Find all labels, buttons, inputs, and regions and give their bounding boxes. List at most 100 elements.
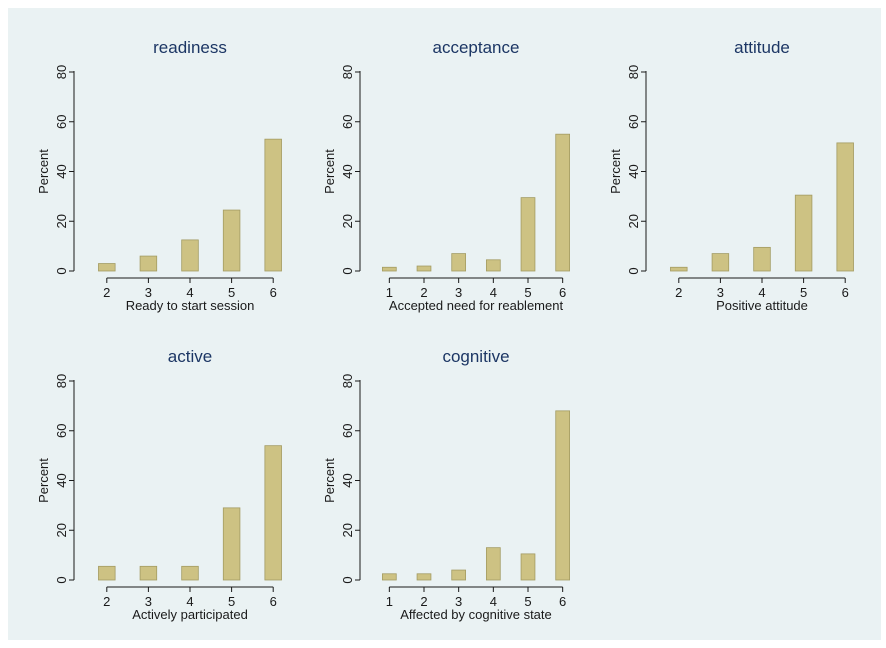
bar-4 [181, 565, 199, 581]
panel-title: active [168, 347, 212, 366]
bar-4 [753, 246, 771, 272]
x-tick-label: 5 [228, 285, 235, 300]
y-tick-label: 0 [54, 576, 69, 583]
bar-4 [485, 259, 501, 272]
x-tick-label: 3 [145, 285, 152, 300]
y-tick-label: 60 [626, 115, 641, 129]
x-tick-label: 6 [842, 285, 849, 300]
y-tick-label: 20 [54, 214, 69, 228]
bar-6 [836, 142, 854, 272]
x-axis-label: Affected by cognitive state [400, 607, 552, 622]
x-tick-label: 2 [675, 285, 682, 300]
x-tick-label: 4 [490, 285, 497, 300]
y-tick-label: 20 [340, 523, 355, 537]
panel-acceptance: acceptance 0 20 40 60 80 Percent 1 2 3 4 5 6Accepted… [322, 38, 571, 313]
x-tick-label: 3 [455, 594, 462, 609]
panel-cognitive: cognitive 0 20 40 60 80 Percent 1 2 3 4 5 6 Affected … [322, 347, 571, 622]
bar-5 [222, 507, 241, 581]
bar-4 [181, 239, 199, 272]
figure-background [8, 8, 881, 640]
x-tick-label: 3 [717, 285, 724, 300]
panel-title: attitude [734, 38, 790, 57]
bar-1 [381, 266, 397, 272]
bar-3 [139, 255, 158, 272]
bar-3 [451, 253, 467, 272]
x-tick-label: 3 [145, 594, 152, 609]
x-tick-label: 5 [800, 285, 807, 300]
bar-2 [670, 266, 688, 272]
panel-title: readiness [153, 38, 227, 57]
x-tick-label: 4 [490, 594, 497, 609]
x-tick-label: 6 [559, 594, 566, 609]
x-axis-label: Actively participated [132, 607, 248, 622]
x-tick-label: 4 [186, 594, 193, 609]
y-tick-label: 0 [626, 267, 641, 274]
y-tick-label: 40 [54, 164, 69, 178]
y-tick-label: 40 [626, 164, 641, 178]
x-axis-label: Accepted need for reablement [389, 298, 564, 313]
panel-title: acceptance [433, 38, 520, 57]
y-axis-label: Percent [36, 458, 51, 503]
y-tick-label: 40 [340, 164, 355, 178]
x-axis-label: Positive attitude [716, 298, 808, 313]
x-tick-label: 6 [270, 285, 277, 300]
bar-3 [451, 569, 467, 581]
y-tick-label: 20 [54, 523, 69, 537]
y-axis-label: Percent [608, 149, 623, 194]
x-tick-label: 1 [386, 285, 393, 300]
x-tick-label: 4 [758, 285, 765, 300]
x-tick-label: 2 [103, 594, 110, 609]
y-tick-label: 80 [626, 65, 641, 79]
y-tick-label: 80 [340, 374, 355, 388]
x-tick-label: 2 [420, 594, 427, 609]
x-tick-label: 2 [420, 285, 427, 300]
bar-3 [711, 253, 730, 272]
panel-attitude: attitude 0 20 40 60 80 Percent 2 3 4 5 6 Positive at… [608, 38, 854, 313]
x-tick-label: 2 [103, 285, 110, 300]
bar-5 [794, 194, 813, 272]
x-tick-label: 4 [186, 285, 193, 300]
y-axis-label: Percent [322, 458, 337, 503]
bar-5 [222, 209, 241, 272]
y-tick-label: 80 [340, 65, 355, 79]
bar-1 [381, 573, 397, 581]
x-tick-label: 6 [270, 594, 277, 609]
bar-6 [264, 445, 282, 581]
bar-4 [485, 547, 501, 581]
panel-active: active 0 20 40 60 80 Percent 2 3 4 5 6 Actively part… [36, 347, 282, 622]
x-tick-label: 1 [386, 594, 393, 609]
y-tick-label: 60 [340, 424, 355, 438]
bar-2 [98, 565, 116, 581]
bar-6 [264, 138, 282, 272]
bar-2 [98, 263, 116, 272]
bar-6 [555, 410, 571, 581]
y-axis-label: Percent [322, 149, 337, 194]
x-tick-label: 3 [455, 285, 462, 300]
y-tick-label: 20 [626, 214, 641, 228]
y-tick-label: 80 [54, 65, 69, 79]
y-tick-label: 0 [340, 267, 355, 274]
y-tick-label: 20 [340, 214, 355, 228]
y-axis-label: Percent [36, 149, 51, 194]
x-tick-label: 5 [228, 594, 235, 609]
bar-6 [555, 133, 571, 272]
bar-2 [416, 573, 432, 581]
x-tick-label: 6 [559, 285, 566, 300]
y-tick-label: 40 [54, 473, 69, 487]
bar-3 [139, 565, 158, 581]
bar-2 [416, 265, 432, 272]
x-tick-label: 5 [524, 285, 531, 300]
y-tick-label: 80 [54, 374, 69, 388]
y-tick-label: 40 [340, 473, 355, 487]
x-tick-label: 5 [524, 594, 531, 609]
x-axis-label: Ready to start session [126, 298, 255, 313]
y-tick-label: 60 [54, 115, 69, 129]
y-tick-label: 60 [54, 424, 69, 438]
y-tick-label: 60 [340, 115, 355, 129]
bar-5 [520, 197, 536, 272]
panel-readiness: readiness 0 20 40 60 80 Percent 2 3 4 5 6 Ready to s… [36, 38, 282, 313]
panel-title: cognitive [442, 347, 509, 366]
y-tick-label: 0 [340, 576, 355, 583]
